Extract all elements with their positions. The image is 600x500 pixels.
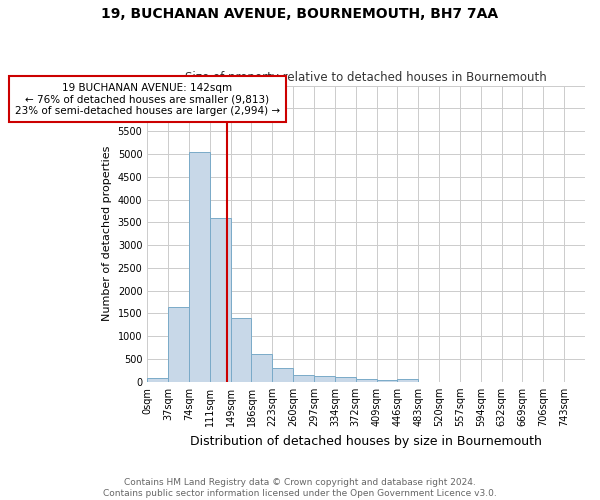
Text: 19, BUCHANAN AVENUE, BOURNEMOUTH, BH7 7AA: 19, BUCHANAN AVENUE, BOURNEMOUTH, BH7 7A… bbox=[101, 8, 499, 22]
Bar bbox=[335, 377, 356, 382]
Bar bbox=[272, 368, 293, 382]
Bar bbox=[314, 376, 335, 382]
Text: 19 BUCHANAN AVENUE: 142sqm
← 76% of detached houses are smaller (9,813)
23% of s: 19 BUCHANAN AVENUE: 142sqm ← 76% of deta… bbox=[15, 82, 280, 116]
Bar bbox=[147, 378, 168, 382]
Bar bbox=[397, 379, 418, 382]
Bar bbox=[168, 306, 189, 382]
X-axis label: Distribution of detached houses by size in Bournemouth: Distribution of detached houses by size … bbox=[190, 434, 542, 448]
Bar bbox=[210, 218, 230, 382]
Bar bbox=[230, 318, 251, 382]
Bar bbox=[189, 152, 210, 382]
Bar bbox=[251, 354, 272, 382]
Title: Size of property relative to detached houses in Bournemouth: Size of property relative to detached ho… bbox=[185, 72, 547, 85]
Text: Contains HM Land Registry data © Crown copyright and database right 2024.
Contai: Contains HM Land Registry data © Crown c… bbox=[103, 478, 497, 498]
Bar bbox=[293, 375, 314, 382]
Bar bbox=[377, 380, 397, 382]
Y-axis label: Number of detached properties: Number of detached properties bbox=[102, 146, 112, 322]
Bar bbox=[356, 379, 377, 382]
